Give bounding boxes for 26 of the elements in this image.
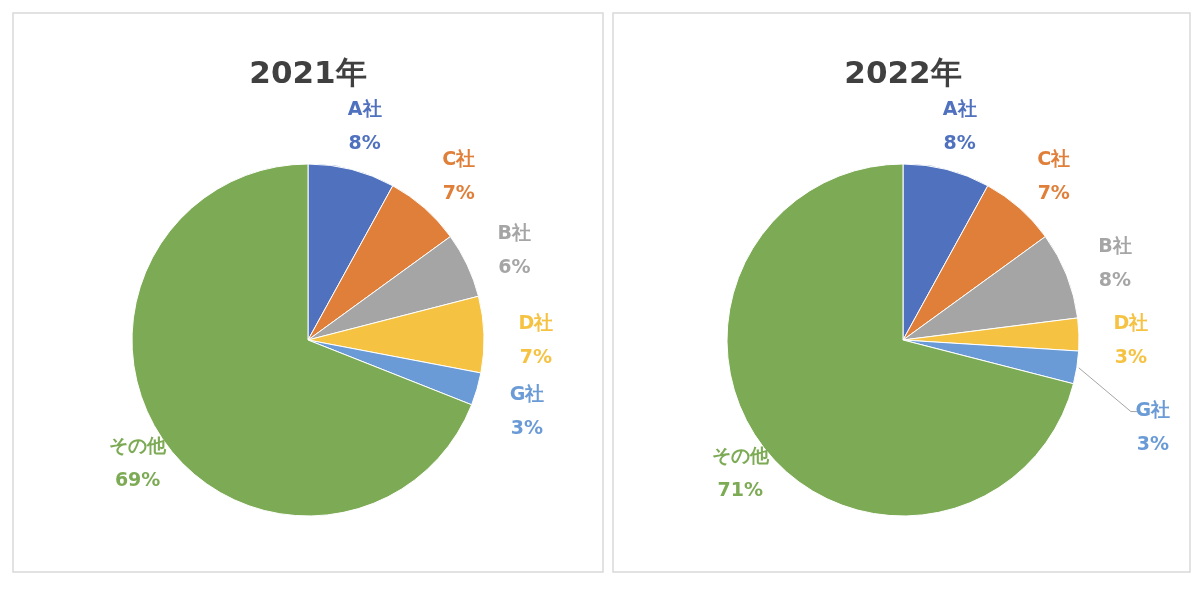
chart-title: 2021年	[249, 54, 367, 90]
data-label: 71%	[717, 478, 763, 501]
slice-label: その他	[711, 444, 770, 467]
data-label: 6%	[498, 254, 531, 277]
slice-label: C社	[442, 146, 476, 169]
slice-label: B社	[1098, 234, 1132, 257]
data-label: 8%	[943, 131, 976, 154]
slice-label: G社	[1135, 397, 1171, 420]
data-label: 69%	[114, 467, 161, 490]
data-label: 8%	[348, 131, 381, 154]
slice-label: G社	[509, 381, 545, 404]
data-label: 8%	[1098, 268, 1132, 291]
data-label: 3%	[510, 415, 544, 438]
slice-label: A社	[347, 97, 382, 120]
data-label: 3%	[1136, 431, 1170, 454]
slice-label: その他	[109, 433, 168, 456]
slice-label: C社	[1037, 146, 1071, 169]
data-label: 7%	[1037, 180, 1070, 203]
chart-title: 2022年	[844, 54, 962, 90]
data-label: 3%	[1114, 344, 1148, 367]
slice-label: A社	[942, 97, 977, 120]
slice-label: D社	[518, 310, 554, 333]
slice-label: B社	[497, 220, 532, 243]
data-label: 7%	[519, 344, 553, 367]
data-label: 7%	[442, 180, 475, 203]
slice-label: D社	[1113, 310, 1149, 333]
